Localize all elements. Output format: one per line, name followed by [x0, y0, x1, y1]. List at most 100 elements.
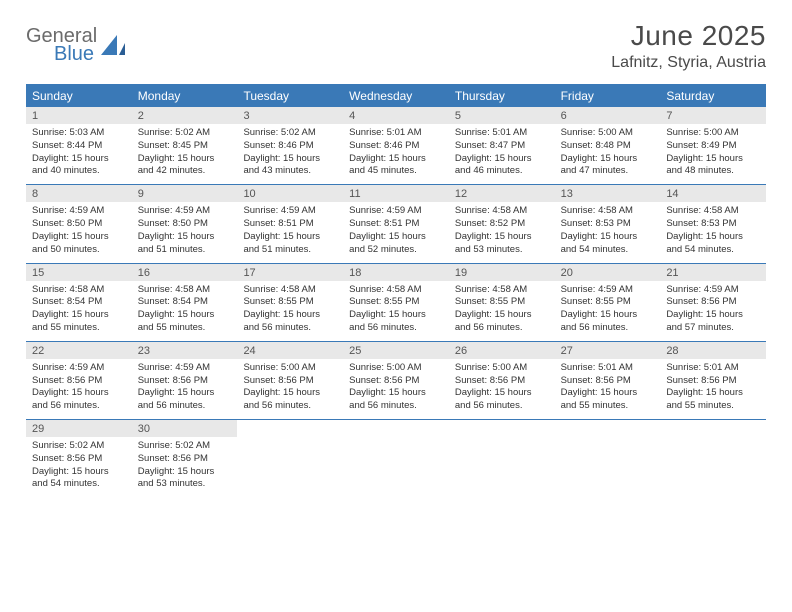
sunrise-text: Sunrise: 5:02 AM	[138, 440, 232, 453]
daylight-text: Daylight: 15 hours and 56 minutes.	[243, 387, 337, 413]
daylight-text: Daylight: 15 hours and 45 minutes.	[349, 153, 443, 179]
day-of-week-header: Friday	[555, 84, 661, 107]
day-cell: 15Sunrise: 4:58 AMSunset: 8:54 PMDayligh…	[26, 264, 132, 341]
day-cell: 7Sunrise: 5:00 AMSunset: 8:49 PMDaylight…	[660, 107, 766, 184]
sunset-text: Sunset: 8:44 PM	[32, 140, 126, 153]
sunset-text: Sunset: 8:54 PM	[138, 296, 232, 309]
sunrise-text: Sunrise: 4:58 AM	[243, 284, 337, 297]
sunrise-text: Sunrise: 4:59 AM	[32, 205, 126, 218]
day-number: 29	[26, 420, 132, 437]
day-body: Sunrise: 5:01 AMSunset: 8:56 PMDaylight:…	[555, 359, 661, 419]
day-body: Sunrise: 4:59 AMSunset: 8:56 PMDaylight:…	[132, 359, 238, 419]
day-body: Sunrise: 5:00 AMSunset: 8:56 PMDaylight:…	[449, 359, 555, 419]
days-of-week-row: SundayMondayTuesdayWednesdayThursdayFrid…	[26, 84, 766, 107]
day-number: 30	[132, 420, 238, 437]
sunset-text: Sunset: 8:56 PM	[138, 453, 232, 466]
daylight-text: Daylight: 15 hours and 42 minutes.	[138, 153, 232, 179]
daylight-text: Daylight: 15 hours and 55 minutes.	[561, 387, 655, 413]
day-cell: 2Sunrise: 5:02 AMSunset: 8:45 PMDaylight…	[132, 107, 238, 184]
day-body: Sunrise: 5:00 AMSunset: 8:56 PMDaylight:…	[343, 359, 449, 419]
day-cell: 11Sunrise: 4:59 AMSunset: 8:51 PMDayligh…	[343, 185, 449, 262]
day-body: Sunrise: 5:00 AMSunset: 8:49 PMDaylight:…	[660, 124, 766, 184]
daylight-text: Daylight: 15 hours and 48 minutes.	[666, 153, 760, 179]
sunset-text: Sunset: 8:56 PM	[243, 375, 337, 388]
sunset-text: Sunset: 8:56 PM	[32, 453, 126, 466]
sunrise-text: Sunrise: 4:59 AM	[138, 362, 232, 375]
sunset-text: Sunset: 8:50 PM	[138, 218, 232, 231]
sunrise-text: Sunrise: 4:58 AM	[138, 284, 232, 297]
day-body: Sunrise: 5:02 AMSunset: 8:46 PMDaylight:…	[237, 124, 343, 184]
day-body: Sunrise: 4:59 AMSunset: 8:56 PMDaylight:…	[660, 281, 766, 341]
day-number: 19	[449, 264, 555, 281]
day-cell: 12Sunrise: 4:58 AMSunset: 8:52 PMDayligh…	[449, 185, 555, 262]
sunset-text: Sunset: 8:55 PM	[349, 296, 443, 309]
day-body: Sunrise: 4:59 AMSunset: 8:56 PMDaylight:…	[26, 359, 132, 419]
sunset-text: Sunset: 8:56 PM	[32, 375, 126, 388]
day-body: Sunrise: 5:01 AMSunset: 8:56 PMDaylight:…	[660, 359, 766, 419]
day-number: 1	[26, 107, 132, 124]
sunset-text: Sunset: 8:51 PM	[349, 218, 443, 231]
day-cell: 21Sunrise: 4:59 AMSunset: 8:56 PMDayligh…	[660, 264, 766, 341]
day-body: Sunrise: 5:02 AMSunset: 8:56 PMDaylight:…	[26, 437, 132, 497]
week-row: 22Sunrise: 4:59 AMSunset: 8:56 PMDayligh…	[26, 342, 766, 420]
day-cell: 6Sunrise: 5:00 AMSunset: 8:48 PMDaylight…	[555, 107, 661, 184]
daylight-text: Daylight: 15 hours and 56 minutes.	[243, 309, 337, 335]
logo: General Blue	[26, 20, 127, 64]
sunrise-text: Sunrise: 5:01 AM	[349, 127, 443, 140]
day-cell: 8Sunrise: 4:59 AMSunset: 8:50 PMDaylight…	[26, 185, 132, 262]
day-cell: 26Sunrise: 5:00 AMSunset: 8:56 PMDayligh…	[449, 342, 555, 419]
day-body: Sunrise: 4:59 AMSunset: 8:55 PMDaylight:…	[555, 281, 661, 341]
daylight-text: Daylight: 15 hours and 51 minutes.	[138, 231, 232, 257]
sunrise-text: Sunrise: 4:58 AM	[666, 205, 760, 218]
sunrise-text: Sunrise: 5:03 AM	[32, 127, 126, 140]
sunset-text: Sunset: 8:56 PM	[455, 375, 549, 388]
day-cell	[660, 420, 766, 497]
day-body: Sunrise: 4:59 AMSunset: 8:51 PMDaylight:…	[343, 202, 449, 262]
week-row: 1 Sunrise: 5:03 AMSunset: 8:44 PM Daylight…	[26, 107, 766, 185]
day-cell: 20Sunrise: 4:59 AMSunset: 8:55 PMDayligh…	[555, 264, 661, 341]
day-body: Sunrise: 4:58 AMSunset: 8:55 PMDaylight:…	[449, 281, 555, 341]
day-cell	[449, 420, 555, 497]
logo-word-blue: Blue	[54, 44, 97, 64]
day-number: 10	[237, 185, 343, 202]
day-body: Sunrise: 5:00 AMSunset: 8:48 PMDaylight:…	[555, 124, 661, 184]
sunrise-text: Sunrise: 4:58 AM	[349, 284, 443, 297]
day-number: 16	[132, 264, 238, 281]
daylight-text: Daylight: 15 hours and 55 minutes.	[32, 309, 126, 335]
daylight-text: Daylight: 15 hours and 43 minutes.	[243, 153, 337, 179]
day-cell: 23Sunrise: 4:59 AMSunset: 8:56 PMDayligh…	[132, 342, 238, 419]
daylight-text: Daylight: 15 hours and 53 minutes.	[455, 231, 549, 257]
day-cell: 13Sunrise: 4:58 AMSunset: 8:53 PMDayligh…	[555, 185, 661, 262]
sunrise-text: Sunrise: 4:59 AM	[561, 284, 655, 297]
sunset-text: Sunset: 8:52 PM	[455, 218, 549, 231]
daylight-text: Daylight: 15 hours and 56 minutes.	[455, 309, 549, 335]
day-number: 22	[26, 342, 132, 359]
sunrise-text: Sunrise: 5:02 AM	[243, 127, 337, 140]
day-number: 7	[660, 107, 766, 124]
day-cell: 16Sunrise: 4:58 AMSunset: 8:54 PMDayligh…	[132, 264, 238, 341]
day-of-week-header: Sunday	[26, 84, 132, 107]
day-body: Sunrise: 5:00 AMSunset: 8:56 PMDaylight:…	[237, 359, 343, 419]
day-number: 20	[555, 264, 661, 281]
sunrise-text: Sunrise: 4:59 AM	[349, 205, 443, 218]
week-row: 15Sunrise: 4:58 AMSunset: 8:54 PMDayligh…	[26, 264, 766, 342]
day-cell: 19Sunrise: 4:58 AMSunset: 8:55 PMDayligh…	[449, 264, 555, 341]
day-number: 23	[132, 342, 238, 359]
day-cell: 1Sunrise: 5:03 AMSunset: 8:44 PMDaylight…	[26, 107, 132, 184]
sunset-text: Sunset: 8:56 PM	[349, 375, 443, 388]
sunrise-text: Sunrise: 4:59 AM	[666, 284, 760, 297]
sunset-text: Sunset: 8:47 PM	[455, 140, 549, 153]
daylight-text: Daylight: 15 hours and 56 minutes.	[32, 387, 126, 413]
location: Lafnitz, Styria, Austria	[611, 54, 766, 72]
sunset-text: Sunset: 8:55 PM	[455, 296, 549, 309]
day-number: 3	[237, 107, 343, 124]
sunrise-text: Sunrise: 5:01 AM	[455, 127, 549, 140]
day-number: 4	[343, 107, 449, 124]
sunset-text: Sunset: 8:46 PM	[349, 140, 443, 153]
day-cell: 28Sunrise: 5:01 AMSunset: 8:56 PMDayligh…	[660, 342, 766, 419]
day-body: Sunrise: 4:58 AMSunset: 8:54 PMDaylight:…	[26, 281, 132, 341]
day-cell: 14Sunrise: 4:58 AMSunset: 8:53 PMDayligh…	[660, 185, 766, 262]
day-number: 15	[26, 264, 132, 281]
daylight-text: Daylight: 15 hours and 57 minutes.	[666, 309, 760, 335]
sunrise-text: Sunrise: 5:00 AM	[349, 362, 443, 375]
